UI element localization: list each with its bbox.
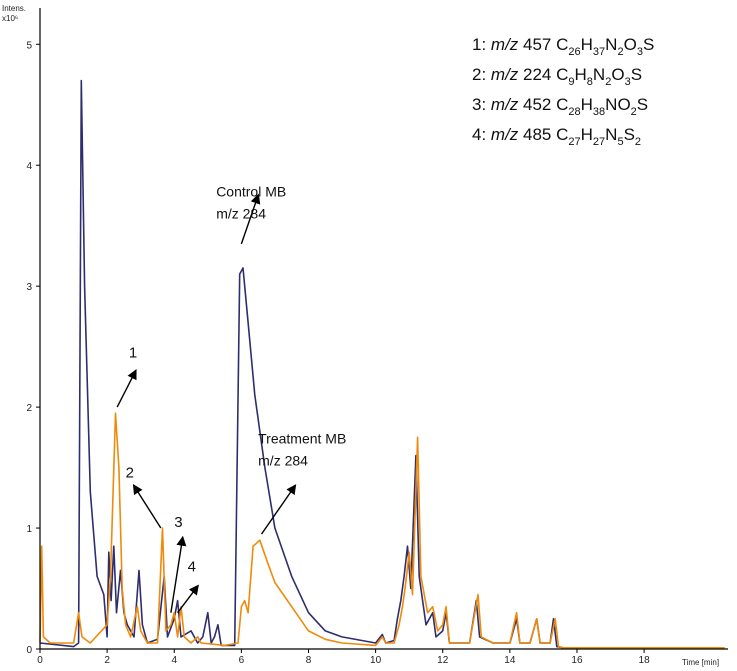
legend-mass: 485 [518, 125, 556, 144]
legend-index: 2: [472, 65, 491, 84]
ann-control-label: m/z 284 [216, 206, 266, 222]
formula-subscript: 27 [568, 136, 580, 148]
formula-element: C [556, 125, 568, 144]
formula-subscript: 3 [625, 76, 631, 88]
x-tick-label: 0 [37, 655, 43, 666]
legend-entry: 3: m/z 452 C28H38NO2S [472, 95, 648, 118]
formula-subscript: 2 [635, 136, 641, 148]
formula-element: S [637, 95, 648, 114]
x-tick-label: 4 [171, 655, 177, 666]
y-tick-label: 4 [26, 161, 32, 172]
y-tick-label: 1 [26, 524, 32, 535]
formula-element: NO [605, 95, 631, 114]
formula-subscript: 38 [593, 106, 605, 118]
legend-entry: 2: m/z 224 C9H8N2O3S [472, 65, 642, 88]
formula-subscript: 2 [631, 106, 637, 118]
y-tick-label: 0 [26, 645, 32, 656]
ann-treatment-arrow [260, 484, 297, 535]
formula-element: C [556, 95, 568, 114]
ann-peak1-arrow [116, 369, 137, 408]
y-tick-label: 2 [26, 403, 32, 414]
ann-peak2-label: 2 [126, 464, 134, 481]
x-tick-label: 12 [437, 655, 449, 666]
y-axis-title: Intens. [2, 4, 26, 13]
ann-peak2-arrow [132, 484, 162, 529]
formula-element: C [556, 65, 568, 84]
legend-mz: m/z [491, 95, 519, 114]
formula-element: H [581, 35, 593, 54]
legend-index: 4: [472, 125, 491, 144]
series-line-treatment [39, 412, 725, 649]
formula-element: H [581, 125, 593, 144]
y-tick-label: 5 [26, 40, 32, 51]
legend-mass: 457 [518, 35, 556, 54]
x-tick-label: 10 [370, 655, 382, 666]
formula-subscript: 8 [587, 76, 593, 88]
y-tick-label: 3 [26, 282, 32, 293]
x-tick-label: 2 [104, 655, 110, 666]
legend-index: 3: [472, 95, 491, 114]
ann-peak3-arrow [170, 535, 187, 613]
legend-entry: 4: m/z 485 C27H27N5S2 [472, 125, 641, 148]
ann-control-arrow [240, 193, 261, 245]
ann-treatment-label: Treatment MB [258, 430, 346, 446]
x-tick-label: 18 [639, 655, 651, 666]
formula-subscript: 2 [617, 46, 623, 58]
formula-subscript: 3 [637, 46, 643, 58]
formula-subscript: 9 [568, 76, 574, 88]
formula-element: N [593, 65, 605, 84]
formula-subscript: 27 [593, 136, 605, 148]
y-axis-multiplier: x10⁶ [2, 14, 18, 23]
legend-entry: 1: m/z 457 C26H37N2O3S [472, 35, 654, 58]
formula-element: S [624, 125, 635, 144]
x-tick-label: 14 [504, 655, 516, 666]
formula-element: O [624, 35, 637, 54]
x-tick-label: 8 [306, 655, 312, 666]
ann-treatment-label: m/z 284 [258, 452, 308, 468]
x-tick-label: 6 [239, 655, 245, 666]
x-tick-label: 16 [571, 655, 583, 666]
series-line-control [39, 79, 725, 649]
formula-element: C [556, 35, 568, 54]
ann-control-label: Control MB [216, 184, 286, 200]
formula-element: N [605, 125, 617, 144]
legend-mass: 452 [518, 95, 556, 114]
formula-subscript: 37 [593, 46, 605, 58]
x-axis-title: Time [min] [682, 658, 719, 667]
formula-element: O [611, 65, 624, 84]
legend-mz: m/z [491, 125, 519, 144]
formula-element: S [643, 35, 654, 54]
legend-mz: m/z [491, 35, 519, 54]
legend-mz: m/z [491, 65, 519, 84]
ann-peak3-label: 3 [174, 514, 182, 531]
ann-peak4-arrow [177, 584, 199, 614]
formula-subscript: 26 [568, 46, 580, 58]
legend-mass: 224 [518, 65, 556, 84]
formula-subscript: 2 [605, 76, 611, 88]
formula-element: H [575, 65, 587, 84]
formula-element: N [605, 35, 617, 54]
formula-subscript: 28 [568, 106, 580, 118]
series-layer [39, 79, 725, 649]
ann-peak4-label: 4 [188, 559, 196, 576]
formula-element: H [581, 95, 593, 114]
formula-subscript: 5 [617, 136, 623, 148]
annotation-layer: Control MB m/z 284 Treatment MB m/z 284 1 2 3 4 [116, 184, 346, 614]
ann-peak1-label: 1 [129, 345, 137, 362]
axes-layer: Intens. x10⁶ Time [min] [2, 4, 728, 667]
formula-element: S [631, 65, 642, 84]
legend-index: 1: [472, 35, 491, 54]
